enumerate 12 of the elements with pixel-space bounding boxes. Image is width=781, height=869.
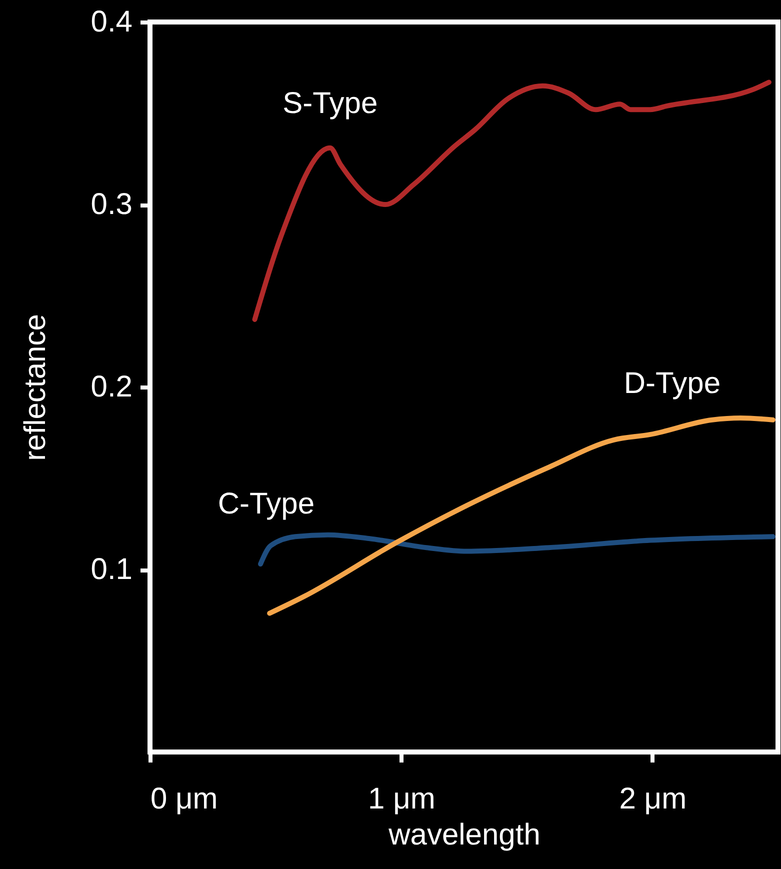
y-axis-title: reflectance — [18, 314, 52, 461]
series-label: D-Type — [624, 366, 721, 400]
y-tick-label: 0.2 — [90, 370, 132, 404]
x-tick-label: 2 μm — [619, 782, 687, 816]
series-label: C-Type — [218, 488, 315, 521]
series-label: S-Type — [282, 86, 378, 120]
x-tick-label: 0 μm — [150, 782, 218, 816]
y-tick-label: 0.4 — [90, 6, 132, 38]
x-axis-title: wavelength — [388, 818, 540, 852]
x-tick-label: 1 μm — [368, 782, 436, 816]
y-tick-label: 0.3 — [90, 188, 132, 221]
y-tick-label: 0.1 — [90, 553, 132, 586]
